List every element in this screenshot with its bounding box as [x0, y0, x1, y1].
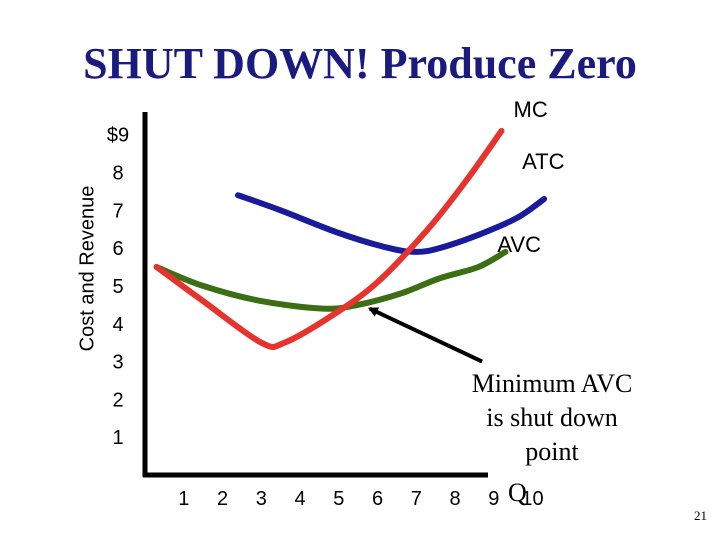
annotation-text-line: point: [525, 437, 579, 466]
y-tick-label: 7: [112, 200, 123, 222]
x-tick-label: 1: [178, 488, 189, 510]
y-tick-label: $9: [107, 125, 129, 147]
y-tick-label: 2: [112, 389, 123, 411]
series-avc-line: [153, 248, 509, 312]
y-tick-label: 4: [112, 314, 123, 336]
y-tick-label: 6: [112, 238, 123, 260]
series-atc-label: ATC: [522, 149, 564, 174]
annotation-text-line: Minimum AVC: [472, 369, 633, 398]
chart-title: SHUT DOWN! Produce Zero: [83, 39, 637, 88]
x-axis-label: Q: [508, 478, 527, 507]
x-tick-label: 10: [521, 488, 543, 510]
y-tick-label: 8: [112, 163, 123, 185]
annotation-text-line: is shut down: [486, 403, 617, 432]
y-tick-label: 5: [112, 276, 123, 298]
series-mc-line: [153, 127, 505, 350]
y-tick-label: 1: [112, 427, 123, 449]
x-tick-label: 3: [256, 488, 267, 510]
y-tick-label: 3: [112, 352, 123, 374]
series-avc-label: AVC: [497, 232, 541, 257]
x-tick-label: 5: [333, 488, 344, 510]
x-tick-label: 4: [294, 488, 305, 510]
x-tick-label: 8: [449, 488, 460, 510]
x-tick-label: 7: [411, 488, 422, 510]
series-mc-label: MC: [514, 97, 548, 122]
annotation-arrow: [367, 306, 483, 364]
series-atc-line: [235, 192, 548, 255]
x-tick-label: 9: [488, 488, 499, 510]
x-tick-label: 2: [217, 488, 228, 510]
slide-number: 21: [694, 508, 707, 523]
x-tick-label: 6: [372, 488, 383, 510]
